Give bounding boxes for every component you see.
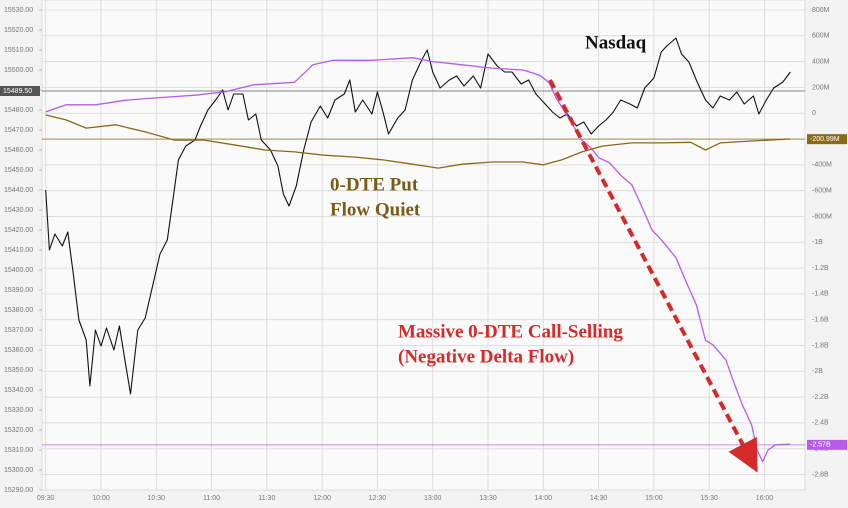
marker-label: -200.99M bbox=[810, 136, 840, 143]
y-tick-label: 15330.00 bbox=[4, 407, 33, 414]
y2-tick-label: -1.2B bbox=[812, 265, 829, 272]
annotation: Flow Quiet bbox=[330, 199, 421, 220]
x-tick-label: 11:30 bbox=[258, 495, 275, 502]
x-tick-label: 10:30 bbox=[148, 495, 166, 502]
y-tick-label: 15460.00 bbox=[4, 147, 33, 154]
y-tick-label: 15320.00 bbox=[4, 427, 33, 434]
y-tick-label: 15450.00 bbox=[4, 167, 33, 174]
y2-tick-label: -2B bbox=[812, 368, 823, 375]
marker-badge bbox=[807, 134, 847, 145]
x-tick-label: 15:30 bbox=[700, 495, 718, 502]
y-tick-label: 15350.00 bbox=[4, 367, 33, 374]
marker-badge bbox=[807, 439, 847, 450]
y-tick-label: 15520.00 bbox=[4, 27, 33, 34]
y2-tick-label: -2.2B bbox=[812, 394, 829, 401]
y-tick-label: 15290.00 bbox=[4, 487, 33, 494]
y2-tick-label: -1.6B bbox=[812, 317, 829, 324]
x-tick-label: 10:00 bbox=[92, 495, 110, 502]
x-tick-label: 14:00 bbox=[535, 495, 553, 502]
x-tick-label: 15:00 bbox=[645, 495, 663, 502]
grid bbox=[39, 0, 806, 491]
y2-tick-label: -1.8B bbox=[812, 342, 829, 349]
y-tick-label: 15310.00 bbox=[4, 447, 33, 454]
annotation: Massive 0-DTE Call-Selling bbox=[398, 321, 623, 342]
series-layer bbox=[45, 37, 791, 463]
y2-tick-label: 400M bbox=[812, 58, 830, 65]
y-tick-label: 15300.00 bbox=[4, 467, 33, 474]
marker-label: -2.57B bbox=[810, 442, 831, 449]
series-label: Nasdaq bbox=[585, 32, 647, 53]
y-tick-label: 15510.00 bbox=[4, 47, 33, 54]
y-tick-label: 15500.00 bbox=[4, 67, 33, 74]
y2-tick-label: 800M bbox=[812, 7, 830, 14]
y-tick-label: 15340.00 bbox=[4, 387, 33, 394]
series-line bbox=[45, 37, 791, 395]
labels-layer: 09:30 10:00 10:30 11:00 11:30 12:00 12:30 13:00… bbox=[0, 7, 847, 502]
x-tick-label: 12:00 bbox=[313, 495, 331, 502]
y2-tick-label: -1.4B bbox=[812, 291, 829, 298]
x-tick-label: 12:30 bbox=[369, 495, 387, 502]
y-tick-label: 15410.00 bbox=[4, 247, 33, 254]
x-tick-label: 11:00 bbox=[203, 495, 220, 502]
y2-tick-label: 600M bbox=[812, 33, 830, 40]
y2-tick-label: -400M bbox=[812, 162, 832, 169]
y-tick-label: 15470.00 bbox=[4, 127, 33, 134]
y-tick-label: 15440.00 bbox=[4, 187, 33, 194]
y2-tick-label: -2.8B bbox=[812, 471, 829, 478]
series-line bbox=[45, 114, 791, 169]
series-line bbox=[45, 57, 791, 463]
x-tick-label: 14:30 bbox=[590, 495, 608, 502]
annotation: 0-DTE Put bbox=[330, 174, 419, 195]
y2-tick-label: -800M bbox=[812, 213, 832, 220]
x-tick-label: 09:30 bbox=[37, 495, 55, 502]
y2-tick-label: 200M bbox=[812, 84, 830, 91]
y-tick-label: 15380.00 bbox=[4, 307, 33, 314]
y-tick-label: 15430.00 bbox=[4, 207, 33, 214]
y-tick-label: 15400.00 bbox=[4, 267, 33, 274]
y2-tick-label: -2.4B bbox=[812, 420, 829, 427]
x-tick-label: 16:00 bbox=[756, 495, 774, 502]
y-tick-label: 15530.00 bbox=[4, 7, 33, 14]
y-tick-label: 15370.00 bbox=[4, 327, 33, 334]
y2-tick-label: -600M bbox=[812, 187, 832, 194]
y-tick-label: 15420.00 bbox=[4, 227, 33, 234]
x-tick-label: 13:30 bbox=[479, 495, 497, 502]
y-tick-label: 15480.00 bbox=[4, 107, 33, 114]
y2-tick-label: -1B bbox=[812, 239, 823, 246]
arrow bbox=[548, 79, 758, 473]
y2-tick-label: 0 bbox=[812, 110, 816, 117]
plot-area bbox=[41, 0, 806, 491]
annotation: (Negative Delta Flow) bbox=[398, 346, 574, 367]
y-tick-label: 15390.00 bbox=[4, 287, 33, 294]
marker-label: 15489.50 bbox=[3, 88, 32, 95]
marker-badge bbox=[0, 86, 40, 96]
x-tick-label: 13:00 bbox=[424, 495, 442, 502]
y-tick-label: 15360.00 bbox=[4, 347, 33, 354]
